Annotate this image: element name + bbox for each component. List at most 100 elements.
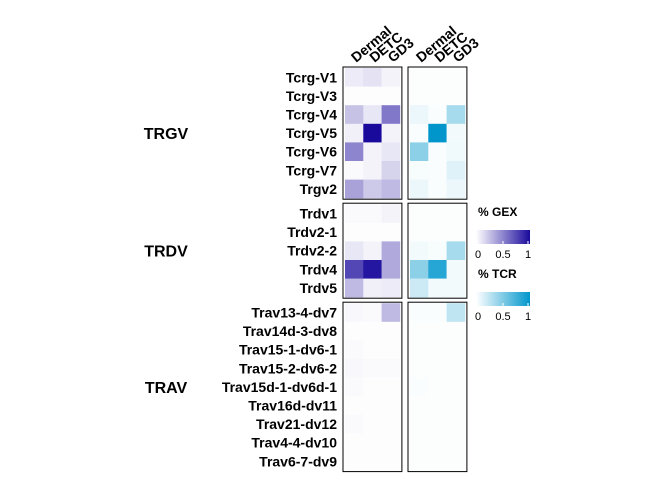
row-label: Trav15d-1-dv6d-1	[222, 379, 337, 395]
heatmap-cell	[363, 68, 382, 87]
heatmap-cell	[363, 86, 382, 106]
heatmap-cell	[363, 359, 382, 378]
heatmap-cell	[428, 452, 447, 471]
row-label: Trav6-7-dv9	[259, 453, 337, 469]
heatmap-cell	[446, 222, 466, 242]
heatmap-cell	[446, 377, 466, 397]
heatmap-cell	[446, 414, 466, 434]
row-label: Trdv4	[300, 261, 338, 277]
row-label: Trav15-1-dv6-1	[239, 342, 337, 358]
heatmap-cell	[381, 222, 401, 242]
legend-tick-label: 0	[475, 249, 481, 261]
legend-title: % TCR	[478, 267, 517, 281]
heatmap-cell	[410, 260, 429, 279]
heatmap-cell	[381, 396, 401, 416]
heatmap-cell	[345, 68, 364, 87]
legend-colorbar	[476, 230, 530, 244]
heatmap-cell	[345, 123, 364, 143]
heatmap-cell	[345, 340, 364, 360]
heatmap-cell	[345, 142, 364, 162]
heatmap-cell	[428, 340, 447, 360]
heatmap-cell	[363, 377, 382, 397]
group-label-trav: TRAV	[145, 380, 188, 397]
heatmap-cell	[446, 433, 466, 453]
heatmap-cell	[381, 142, 401, 162]
heatmap-cell	[363, 179, 382, 199]
legend-title: % GEX	[478, 205, 517, 219]
heatmap-cell	[381, 179, 401, 199]
heatmap-cell	[363, 241, 382, 261]
heatmap-cell	[363, 204, 382, 224]
heatmap-cell	[428, 396, 447, 416]
heatmap-cell	[345, 204, 364, 224]
heatmap-cell	[428, 123, 447, 143]
heatmap-cell	[446, 142, 466, 162]
row-label: Trdv2-2	[287, 243, 337, 259]
row-label: Trav4-4-dv10	[251, 435, 337, 451]
heatmap-cell	[446, 359, 466, 378]
heatmap-cell	[446, 105, 466, 125]
heatmap-cell	[381, 105, 401, 125]
heatmap-cell	[428, 68, 447, 87]
heatmap-cell	[363, 105, 382, 125]
heatmap-cell	[363, 161, 382, 180]
heatmap-cell	[345, 260, 364, 279]
heatmap-cell	[428, 222, 447, 242]
heatmap-cell	[363, 260, 382, 279]
heatmap-cell	[428, 241, 447, 261]
heatmap-cell	[381, 433, 401, 453]
heatmap-cell	[410, 452, 429, 471]
heatmap-cell	[410, 241, 429, 261]
heatmap-cell	[410, 278, 429, 298]
heatmap-cell	[363, 396, 382, 416]
heatmap-cell	[345, 359, 364, 378]
heatmap-cell	[410, 68, 429, 87]
panel-border	[342, 66, 403, 200]
row-label: Trav15-2-dv6-2	[239, 360, 337, 376]
heatmap-cell	[428, 414, 447, 434]
heatmap-cell	[428, 204, 447, 224]
heatmap-cell	[345, 377, 364, 397]
heatmap-cell	[381, 68, 401, 87]
heatmap-cell	[381, 340, 401, 360]
row-label: Trdv5	[300, 280, 338, 296]
heatmap-cell	[410, 396, 429, 416]
panel-border	[407, 66, 468, 200]
heatmap-cell	[428, 278, 447, 298]
heatmap-cell	[381, 123, 401, 143]
heatmap-cell	[428, 433, 447, 453]
heatmap-cell	[381, 86, 401, 106]
panel-border	[342, 202, 403, 299]
heatmap-cell	[446, 86, 466, 106]
heatmap-cell	[345, 303, 364, 323]
heatmap-cell	[363, 340, 382, 360]
row-label: Trdv2-1	[287, 224, 337, 240]
heatmap-cell	[381, 278, 401, 298]
heatmap-cell	[345, 105, 364, 125]
heatmap-cell	[428, 359, 447, 378]
heatmap-cell	[345, 161, 364, 180]
heatmap-cell	[345, 433, 364, 453]
row-label: Tcrg-V6	[286, 144, 337, 160]
legend-tick-label: 0.5	[495, 249, 510, 261]
group-label-trdv: TRDV	[144, 244, 188, 261]
heatmap-cell	[381, 452, 401, 471]
heatmap-cell	[410, 321, 429, 341]
panel-border	[342, 301, 403, 473]
heatmap-cell	[446, 123, 466, 143]
row-label: Tcrg-V5	[286, 125, 337, 141]
heatmap-cell	[446, 340, 466, 360]
heatmap-cell	[381, 359, 401, 378]
heatmap-cell	[446, 241, 466, 261]
heatmap-cell	[446, 303, 466, 323]
heatmap-cell	[446, 396, 466, 416]
heatmap-cell	[446, 278, 466, 298]
heatmap-cell	[428, 260, 447, 279]
heatmap-cell	[428, 377, 447, 397]
heatmap-cell	[381, 414, 401, 434]
heatmap-cell	[410, 222, 429, 242]
heatmap-cell	[410, 161, 429, 180]
heatmap-cell	[446, 452, 466, 471]
row-label: Trav16d-dv11	[248, 398, 337, 414]
